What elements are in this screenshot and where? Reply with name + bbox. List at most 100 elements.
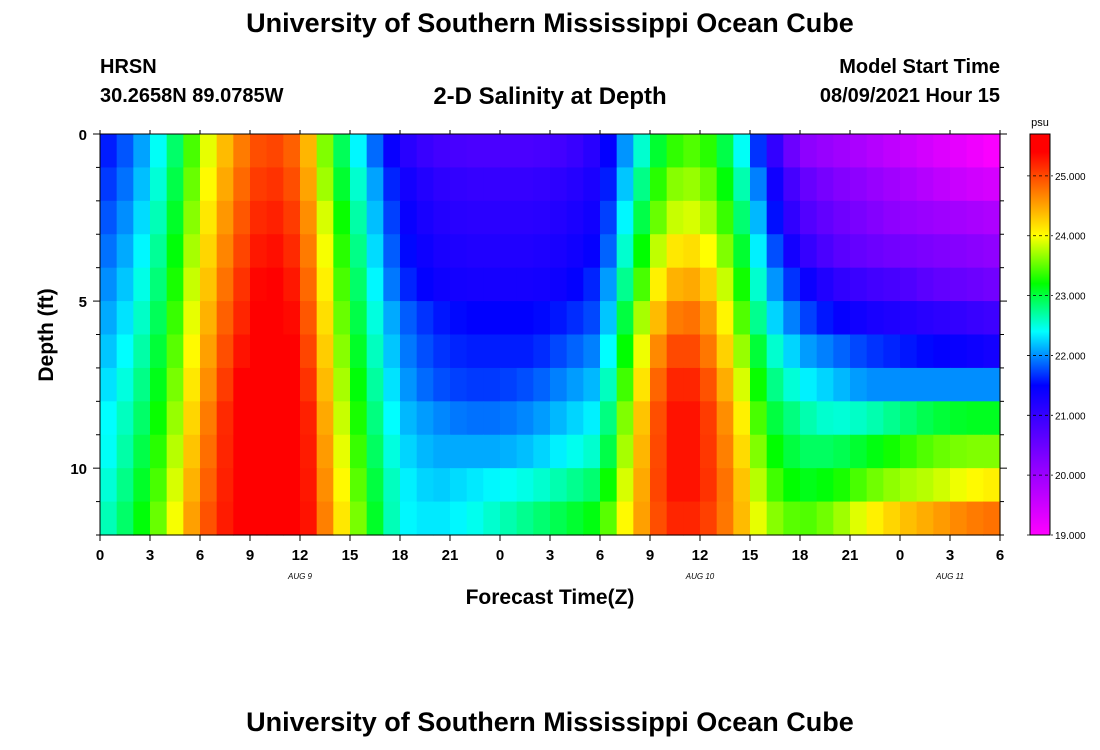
- heatmap-cell: [650, 200, 668, 235]
- heatmap-cell: [483, 301, 501, 336]
- heatmap-cell: [566, 334, 584, 369]
- heatmap-cell: [750, 501, 768, 536]
- heatmap-cell: [116, 367, 134, 402]
- heatmap-cell: [283, 334, 301, 369]
- heatmap-cell: [666, 301, 684, 336]
- heatmap-cell: [850, 367, 868, 402]
- heatmap-cell: [766, 267, 784, 302]
- heatmap-cell: [683, 200, 701, 235]
- heatmap-cell: [616, 301, 634, 336]
- heatmap-cell: [483, 267, 501, 302]
- heatmap-cell: [900, 234, 918, 269]
- heatmap-cell: [750, 267, 768, 302]
- x-tick-label: 3: [946, 547, 954, 564]
- heatmap-cell: [933, 167, 951, 202]
- heatmap-cell: [400, 134, 418, 169]
- heatmap-cell: [166, 200, 184, 235]
- heatmap-cell: [233, 134, 251, 169]
- heatmap-cell: [783, 434, 801, 469]
- heatmap-cell: [433, 401, 451, 436]
- heatmap-cell: [700, 234, 718, 269]
- heatmap-cell: [533, 501, 551, 536]
- heatmap-cell: [766, 200, 784, 235]
- heatmap-cell: [333, 267, 351, 302]
- heatmap-cell: [783, 401, 801, 436]
- heatmap-cell: [383, 501, 401, 536]
- heatmap-cell: [400, 234, 418, 269]
- heatmap-cell: [600, 367, 618, 402]
- heatmap-cell: [533, 468, 551, 503]
- heatmap-cell: [183, 367, 201, 402]
- heatmap-cell: [566, 134, 584, 169]
- heatmap-cell: [516, 200, 534, 235]
- heatmap-cell: [950, 234, 968, 269]
- heatmap-cell: [550, 367, 568, 402]
- heatmap-cell: [950, 167, 968, 202]
- heatmap-cell: [850, 401, 868, 436]
- heatmap-cell: [466, 134, 484, 169]
- heatmap-cell: [350, 334, 368, 369]
- x-tick-label: 21: [442, 547, 459, 564]
- heatmap-cell: [716, 434, 734, 469]
- heatmap-cell: [266, 434, 284, 469]
- heatmap-cell: [366, 401, 384, 436]
- heatmap-cell: [700, 434, 718, 469]
- heatmap-cell: [316, 167, 334, 202]
- heatmap-cell: [166, 134, 184, 169]
- heatmap-cell: [550, 267, 568, 302]
- heatmap-cell: [966, 434, 984, 469]
- heatmap-cell: [266, 334, 284, 369]
- heatmap-cell: [400, 301, 418, 336]
- colorbar-tick-label: 21.000: [1055, 411, 1086, 422]
- heatmap-cell: [383, 267, 401, 302]
- heatmap-cell: [916, 434, 934, 469]
- heatmap-cell: [100, 501, 118, 536]
- heatmap-cell: [650, 167, 668, 202]
- heatmap-cell: [266, 367, 284, 402]
- heatmap-cell: [933, 401, 951, 436]
- heatmap-cell: [983, 334, 1001, 369]
- heatmap-cell: [716, 267, 734, 302]
- heatmap-cell: [483, 134, 501, 169]
- heatmap-cell: [266, 468, 284, 503]
- heatmap-cell: [450, 134, 468, 169]
- heatmap-cell: [200, 401, 218, 436]
- heatmap-cell: [400, 468, 418, 503]
- heatmap-cell: [466, 401, 484, 436]
- heatmap-cell: [666, 334, 684, 369]
- heatmap-cell: [750, 134, 768, 169]
- heatmap-cell: [900, 468, 918, 503]
- heatmap-cell: [916, 468, 934, 503]
- heatmap-cell: [716, 301, 734, 336]
- heatmap-cell: [316, 468, 334, 503]
- heatmap-cell: [466, 167, 484, 202]
- x-tick-label: 12: [692, 547, 709, 564]
- heatmap-cell: [733, 367, 751, 402]
- heatmap-cell: [416, 334, 434, 369]
- heatmap-cell: [133, 234, 151, 269]
- heatmap-cell: [750, 234, 768, 269]
- heatmap-cell: [383, 401, 401, 436]
- heatmap-cell: [550, 468, 568, 503]
- heatmap-cell: [583, 434, 601, 469]
- heatmap-cell: [983, 501, 1001, 536]
- heatmap-cell: [983, 200, 1001, 235]
- station-name: HRSN: [100, 56, 157, 78]
- heatmap-cell: [166, 167, 184, 202]
- heatmap-cell: [333, 468, 351, 503]
- heatmap-cell: [316, 367, 334, 402]
- heatmap-cell: [166, 367, 184, 402]
- heatmap-cell: [366, 267, 384, 302]
- heatmap-cell: [566, 434, 584, 469]
- heatmap-cell: [516, 301, 534, 336]
- station-coordinates: 30.2658N 89.0785W: [100, 85, 284, 107]
- heatmap-cell: [566, 367, 584, 402]
- heatmap-cell: [383, 367, 401, 402]
- heatmap-cell: [816, 234, 834, 269]
- heatmap-cell: [900, 434, 918, 469]
- heatmap-cell: [150, 234, 168, 269]
- heatmap-cell: [200, 234, 218, 269]
- x-tick-label: 21: [842, 547, 859, 564]
- heatmap-cell: [433, 134, 451, 169]
- heatmap-cell: [400, 267, 418, 302]
